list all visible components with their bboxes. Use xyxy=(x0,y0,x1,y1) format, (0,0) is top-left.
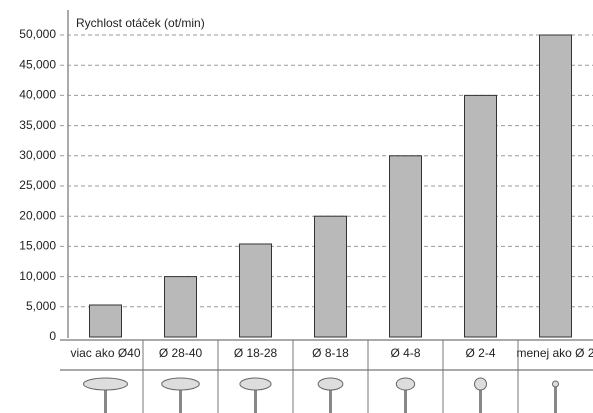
bar xyxy=(464,94,497,338)
bar xyxy=(239,243,272,338)
y-tick-label: 50,000 xyxy=(19,27,56,41)
bar xyxy=(164,276,197,338)
y-tick-label: 40,000 xyxy=(19,88,56,102)
y-tick-label: 45,000 xyxy=(19,57,56,71)
bar xyxy=(389,155,422,338)
tool-head xyxy=(161,377,200,391)
bar xyxy=(89,304,122,338)
y-tick-label: 10,000 xyxy=(19,269,56,283)
y-tick-label: 15,000 xyxy=(19,239,56,253)
y-tick-label: 5,000 xyxy=(26,299,56,313)
x-tick-label: menej ako Ø 2 xyxy=(516,346,593,360)
x-tick-label: Ø 4-8 xyxy=(390,346,420,360)
tool-head xyxy=(474,377,487,391)
tool-head xyxy=(552,380,559,388)
y-tick-label: 25,000 xyxy=(19,178,56,192)
x-tick-label: Ø 8-18 xyxy=(312,346,349,360)
tool-head xyxy=(395,377,416,391)
tool-head xyxy=(239,377,272,391)
y-tick-label: 20,000 xyxy=(19,208,56,222)
y-tick-label: 35,000 xyxy=(19,118,56,132)
y-axis-label: Rychlost otáček (ot/min) xyxy=(76,16,205,30)
tool-head xyxy=(317,377,344,391)
x-tick-label: Ø 2-4 xyxy=(465,346,495,360)
tool-head xyxy=(83,377,128,391)
y-tick-label: 0 xyxy=(49,329,56,343)
x-tick-label: viac ako Ø40 xyxy=(70,346,140,360)
x-tick-label: Ø 28-40 xyxy=(159,346,203,360)
y-tick-label: 30,000 xyxy=(19,148,56,162)
bar xyxy=(539,34,572,338)
x-tick-label: Ø 18-28 xyxy=(234,346,278,360)
bar xyxy=(314,215,347,338)
